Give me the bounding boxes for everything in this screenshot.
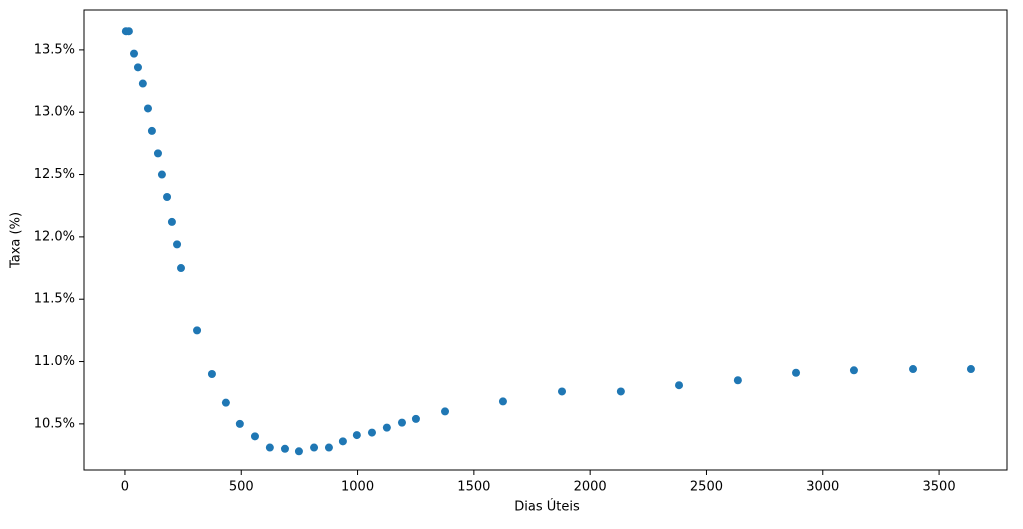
- plot-frame: [83, 9, 1008, 471]
- y-tick-label: 13.5%: [34, 42, 75, 57]
- point: [221, 398, 230, 407]
- y-tick-label: 11.0%: [34, 354, 75, 369]
- point: [265, 443, 274, 452]
- point: [367, 428, 376, 437]
- point: [167, 217, 176, 226]
- point: [441, 407, 450, 416]
- point: [616, 387, 625, 396]
- point: [143, 104, 152, 113]
- y-tick-label: 10.5%: [34, 416, 75, 431]
- x-tick-label: 1000: [341, 480, 374, 495]
- point: [173, 240, 182, 249]
- point: [324, 443, 333, 452]
- point: [397, 418, 406, 427]
- point: [157, 170, 166, 179]
- point: [280, 444, 289, 453]
- point: [163, 192, 172, 201]
- point: [133, 63, 142, 72]
- point: [207, 370, 216, 379]
- point: [849, 366, 858, 375]
- point: [909, 365, 918, 374]
- x-tick-label: 3000: [806, 480, 839, 495]
- point: [382, 423, 391, 432]
- point: [498, 397, 507, 406]
- y-tick-label: 13.0%: [34, 105, 75, 120]
- x-axis-label: Dias Úteis: [514, 499, 580, 515]
- point: [411, 414, 420, 423]
- point: [352, 431, 361, 440]
- point: [310, 443, 319, 452]
- point: [138, 79, 147, 88]
- y-axis-label: Taxa (%): [9, 212, 24, 269]
- point: [193, 326, 202, 335]
- x-tick-label: 0: [121, 480, 129, 495]
- point: [792, 368, 801, 377]
- x-tick-label: 1500: [457, 480, 490, 495]
- y-tick-label: 11.5%: [34, 292, 75, 307]
- point: [558, 387, 567, 396]
- point: [733, 376, 742, 385]
- point: [130, 49, 139, 58]
- y-tick-label: 12.5%: [34, 167, 75, 182]
- point: [124, 27, 133, 36]
- x-tick-label: 2000: [574, 480, 607, 495]
- point: [338, 437, 347, 446]
- point: [294, 447, 303, 456]
- x-tick-label: 2500: [690, 480, 723, 495]
- point: [147, 126, 156, 135]
- point: [250, 432, 259, 441]
- point: [675, 381, 684, 390]
- x-tick-label: 3500: [923, 480, 956, 495]
- point: [153, 149, 162, 158]
- point: [235, 419, 244, 428]
- x-tick-label: 500: [229, 480, 254, 495]
- y-tick-label: 12.0%: [34, 229, 75, 244]
- point: [966, 365, 975, 374]
- point: [176, 264, 185, 273]
